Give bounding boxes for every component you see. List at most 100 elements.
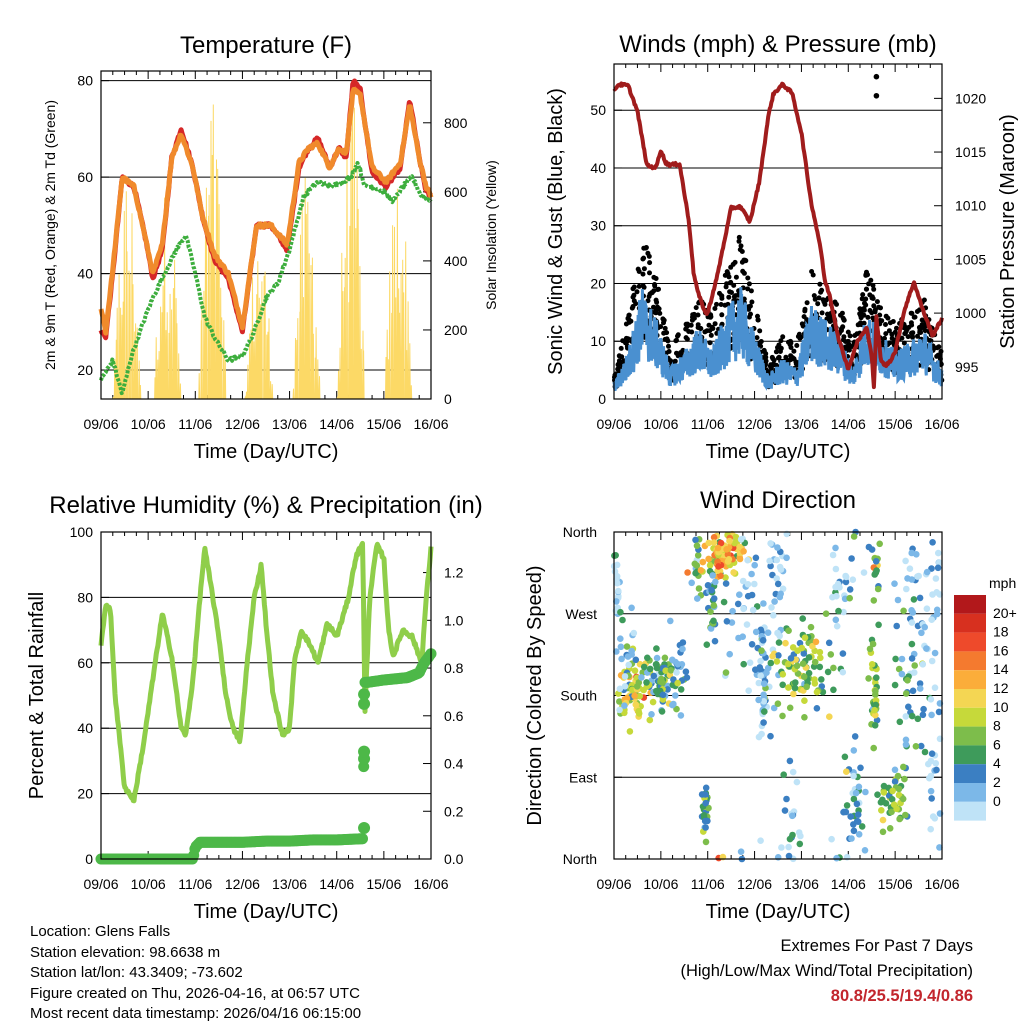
gust-point (675, 353, 681, 359)
wind-direction-point (832, 616, 840, 624)
wind-direction-point (928, 657, 936, 665)
wind-direction-point (872, 558, 880, 565)
extremes-title: Extremes For Past 7 Days (780, 937, 973, 955)
gust-point (910, 334, 915, 340)
colorbar-swatch (954, 689, 986, 708)
wind-direction-point (724, 558, 732, 565)
gust-point (707, 328, 713, 334)
wind-direction-point (612, 552, 619, 559)
gust-point (857, 306, 863, 312)
wind-direction-point (710, 617, 717, 625)
gust-point (861, 307, 867, 313)
x-tick-label: 09/06 (83, 876, 118, 892)
gust-point (928, 338, 934, 344)
wind-direction-point (784, 660, 792, 668)
wind-direction-point (786, 704, 794, 712)
wind-direction-point (902, 690, 910, 697)
wind-direction-point (868, 546, 876, 553)
wind-direction-point (801, 714, 808, 721)
wind-direction-point (872, 687, 879, 695)
y2-tick-label: 600 (444, 184, 468, 200)
wind-direction-point (779, 671, 787, 678)
y-axis-label: Direction (Colored By Speed) (524, 565, 546, 825)
wind-direction-point (737, 536, 745, 543)
wind-direction-point (611, 568, 619, 575)
y2-tick-label: 0 (444, 391, 452, 407)
gust-point (817, 281, 823, 287)
wind-direction-point (626, 728, 634, 735)
gust-point (667, 358, 673, 364)
x-tick-label: 12/06 (225, 416, 260, 432)
gust-point (625, 336, 631, 342)
wind-direction-point (850, 747, 858, 754)
wind-direction-point (801, 634, 809, 641)
gust-point (847, 333, 853, 339)
wind-direction-point (726, 650, 733, 658)
series-relative-humidity (98, 540, 434, 804)
wind-direction-point (862, 788, 869, 796)
wind-direction-point (848, 835, 855, 842)
x-tick-label: 14/06 (831, 876, 866, 892)
wind-direction-point (932, 575, 940, 582)
wind-direction-point (767, 659, 775, 667)
wind-direction-point (903, 585, 910, 593)
wind-direction-point (774, 544, 781, 551)
gust-point (908, 320, 914, 326)
wind-direction-point (876, 540, 883, 548)
wind-direction-point (926, 774, 933, 782)
wind-direction-point (908, 549, 915, 557)
wind-direction-point (667, 667, 675, 674)
gust-point (672, 358, 678, 364)
wind-direction-point (865, 675, 872, 682)
station-elevation: Station elevation: 98.6638 m (30, 943, 221, 961)
wind-direction-point (749, 606, 757, 614)
wind-direction-point (928, 711, 935, 719)
wind-direction-point (825, 639, 833, 647)
gust-point (662, 325, 668, 331)
y-tick-label: East (569, 769, 597, 785)
series-2m-td (99, 161, 433, 396)
gust-point (775, 355, 781, 361)
x-tick-label: 09/06 (596, 416, 631, 432)
wind-direction-point (929, 813, 937, 820)
gust-point (839, 310, 845, 316)
wind-direction-point (653, 654, 661, 662)
y-tick-label: 40 (77, 266, 93, 282)
wind-direction-point (842, 578, 850, 586)
x-tick-label: 11/06 (178, 876, 212, 892)
wind-direction-point (771, 598, 778, 605)
wind-direction-point (896, 718, 904, 726)
plot-frame (100, 70, 432, 400)
solar-insolation-series (112, 100, 413, 400)
wind-direction-point (770, 612, 777, 619)
plot-frame (100, 531, 432, 860)
gust-point (722, 302, 728, 308)
gust-point (871, 286, 877, 292)
gust-point (811, 293, 817, 299)
colorbar-swatch (954, 783, 986, 802)
wind-direction-point (616, 685, 624, 693)
gust-point (889, 335, 895, 341)
x-tick-label: 13/06 (272, 876, 307, 892)
precip-point (358, 745, 371, 758)
gust-point (719, 293, 725, 299)
x-tick-label: 16/06 (924, 416, 959, 432)
gust-point (910, 330, 916, 336)
wind-direction-point (777, 566, 785, 573)
gust-point (620, 338, 626, 344)
x-tick-label: 15/06 (878, 876, 913, 892)
gust-point (657, 310, 663, 316)
wind-direction-point (693, 562, 701, 569)
gust-point (748, 311, 753, 317)
wind-direction-point (631, 692, 638, 700)
gust-point (846, 341, 852, 347)
chart-title: Wind Direction (700, 487, 856, 514)
wind-direction-point (673, 669, 680, 676)
gust-point (757, 328, 763, 334)
gust-point (712, 306, 718, 311)
gust-point (741, 270, 747, 276)
gust-point (666, 343, 671, 349)
wind-direction-point (874, 791, 881, 798)
wind-direction-point (822, 610, 830, 617)
y-tick-label: 40 (590, 160, 606, 176)
